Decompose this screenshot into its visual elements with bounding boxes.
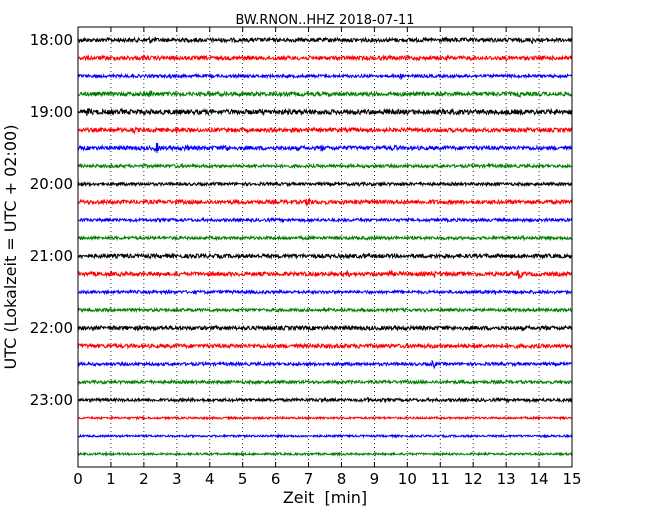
trace-2330 [77,433,573,439]
trace-2215 [77,342,573,350]
trace-1900 [77,107,573,117]
trace-2100 [77,252,573,260]
y-tick-label: 22:00 [30,319,73,337]
trace-2345 [77,451,573,457]
vertical-gridlines [110,27,540,467]
trace-2200 [77,324,573,332]
trace-1845 [77,90,573,99]
trace-2015 [77,197,573,207]
x-tick-label: 15 [562,470,581,488]
trace-2315 [77,415,573,421]
x-tick-label: 4 [205,470,215,488]
x-tick-label: 12 [464,470,483,488]
trace-2230 [77,359,573,370]
trace-2115 [77,269,573,280]
trace-2030 [77,216,573,224]
x-tick-label: 1 [106,470,116,488]
trace-2245 [77,378,573,386]
y-tick-label: 18:00 [30,31,73,49]
x-tick-label: 7 [304,470,314,488]
trace-2130 [77,288,573,296]
trace-2000 [77,180,573,188]
x-axis-ticks: 0 1 2 3 4 5 6 7 8 9 10 11 12 13 14 15 [73,27,582,488]
trace-2045 [77,234,573,242]
x-tick-label: 8 [337,470,347,488]
trace-1815 [77,53,573,63]
trace-1945 [77,162,573,170]
x-tick-label: 14 [530,470,549,488]
trace-1915 [77,125,573,135]
chart-title: BW.RNON..HHZ 2018-07-11 [235,13,414,28]
y-tick-label: 23:00 [30,391,73,409]
trace-1830 [77,72,573,81]
trace-1800 [77,35,573,44]
x-tick-label: 9 [370,470,380,488]
x-tick-label: 5 [238,470,248,488]
x-tick-label: 3 [172,470,182,488]
x-axis-label: Zeit [min] [283,488,367,507]
y-axis-ticks: 18:00 19:00 20:00 21:00 22:00 23:00 [30,31,572,409]
x-tick-label: 2 [139,470,149,488]
y-tick-label: 21:00 [30,247,73,265]
x-tick-label: 10 [398,470,417,488]
trace-1930 [77,142,573,153]
seismic-traces [77,35,573,457]
x-tick-label: 0 [73,470,83,488]
x-tick-label: 6 [271,470,281,488]
y-axis-label: UTC (Lokalzeit = UTC + 02:00) [1,125,20,370]
trace-2145 [77,306,573,314]
y-tick-label: 19:00 [30,103,73,121]
x-tick-label: 13 [497,470,516,488]
x-tick-label: 11 [431,470,450,488]
plot-frame [77,26,573,468]
y-tick-label: 20:00 [30,175,73,193]
trace-2300 [77,396,573,404]
